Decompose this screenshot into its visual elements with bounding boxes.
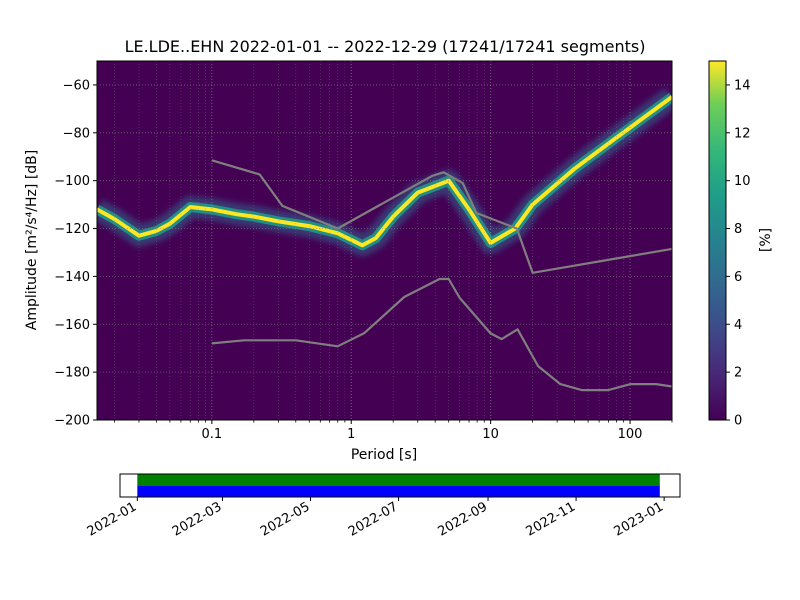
colorbar-frame <box>708 60 727 421</box>
coverage-bar <box>137 485 660 498</box>
coverage-bars <box>137 474 660 498</box>
colorbar-tick-label: 8 <box>734 222 742 237</box>
timeline-frame <box>119 473 681 498</box>
y-tick-label: −200 <box>54 414 90 429</box>
x-tick-label: 1 <box>347 427 355 442</box>
x-tick-label: 0.1 <box>202 427 223 442</box>
colorbar-tick-label: 0 <box>734 414 742 429</box>
timeline-tick-label: 2022-05 <box>258 499 313 539</box>
colorbar-tick-label: 10 <box>734 174 751 189</box>
plot-frame <box>96 60 673 421</box>
noise-model-lines <box>211 159 672 392</box>
density-peak <box>97 95 672 248</box>
colorbar-tick-label: 12 <box>734 126 751 141</box>
colorbar-label: [%] <box>758 228 774 252</box>
colorbar-tick-label: 2 <box>734 366 742 381</box>
new-low-noise-model-line <box>211 277 672 392</box>
y-tick-label: −60 <box>63 78 90 93</box>
x-tick-label: 10 <box>482 427 499 442</box>
y-tick-label: −120 <box>54 222 90 237</box>
timeline-tick-label: 2022-09 <box>435 499 490 539</box>
timeline-tick-label: 2022-01 <box>85 499 140 539</box>
colorbar: 0 2 4 6 8 10 12 14 [%] <box>708 60 774 429</box>
chart-title: LE.LDE..EHN 2022-01-01 -- 2022-12-29 (17… <box>125 37 646 56</box>
x-axis-label: Period [s] <box>351 447 417 463</box>
y-tick-label: −100 <box>54 174 90 189</box>
timeline-tick-label: 2022-11 <box>524 499 579 539</box>
y-tick-label: −180 <box>54 366 90 381</box>
colorbar-tick-label: 4 <box>734 318 742 333</box>
x-tick-label: 100 <box>618 427 643 442</box>
y-tick-label: −140 <box>54 270 90 285</box>
heatmap-density <box>97 88 672 257</box>
coverage-timeline: 2022-01 2022-03 2022-05 2022-07 2022-09 2022-… <box>85 473 681 540</box>
timeline-tick-label: 2022-07 <box>346 499 401 539</box>
coverage-bar <box>137 474 660 486</box>
timeline-tick-label: 2022-03 <box>170 499 225 539</box>
timeline-tick-label: 2023-01 <box>612 499 667 539</box>
x-axis: 0.1 1 10 100 <box>114 420 673 442</box>
colorbar-axis: 0 2 4 6 8 10 12 14 <box>726 78 751 429</box>
y-axis: −200 −180 −160 −140 −120 −100 −80 −60 <box>54 78 97 429</box>
y-axis-label: Amplitude [m²/s⁴/Hz] [dB] <box>24 150 40 330</box>
colorbar-tick-label: 6 <box>734 270 742 285</box>
timeline-axis: 2022-01 2022-03 2022-05 2022-07 2022-09 2022-… <box>85 497 666 540</box>
y-tick-label: −80 <box>63 126 90 141</box>
colorbar-tick-label: 14 <box>734 78 751 93</box>
main-plot: 0.1 1 10 100 −200 −180 −160 −140 −120 −100 −80 −60 <box>54 60 673 442</box>
new-high-noise-model-line <box>211 159 672 274</box>
colorbar-gradient <box>709 61 726 420</box>
y-tick-label: −160 <box>54 318 90 333</box>
